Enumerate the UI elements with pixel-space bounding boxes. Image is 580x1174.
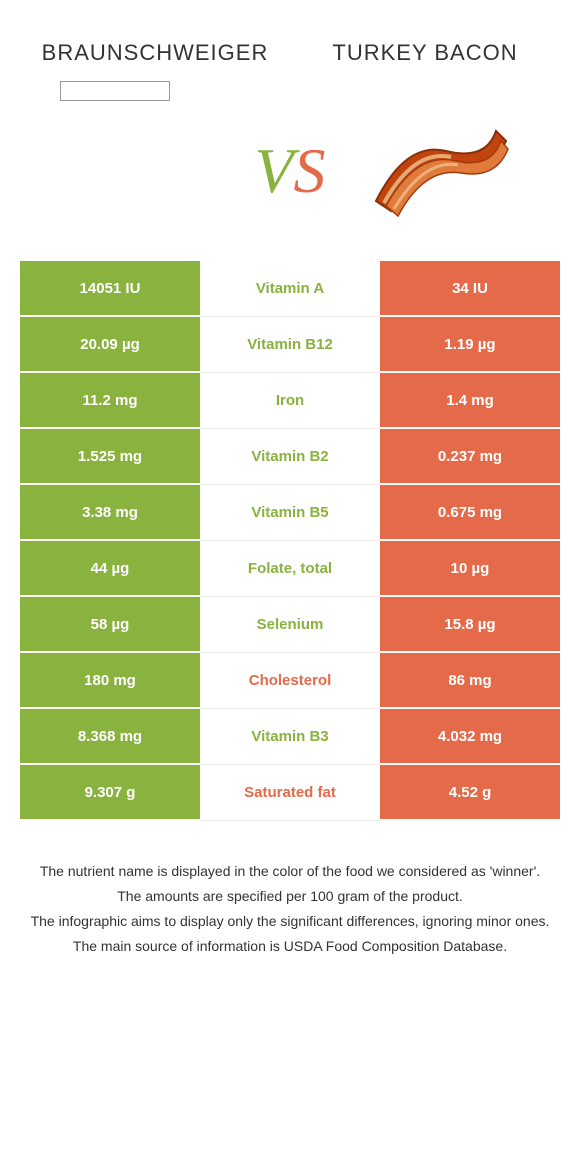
footnote-line: The main source of information is USDA F…	[30, 936, 550, 957]
cell-nutrient-name: Selenium	[200, 597, 380, 653]
table-row: 20.09 µgVitamin B121.19 µg	[20, 317, 560, 373]
cell-left-value: 11.2 mg	[20, 373, 200, 429]
food-title-left: BRAUNSCHWEIGER	[34, 40, 277, 66]
cell-right-value: 86 mg	[380, 653, 560, 709]
cell-nutrient-name: Vitamin A	[200, 261, 380, 317]
footnote-line: The infographic aims to display only the…	[30, 911, 550, 932]
food-image-left	[64, 111, 224, 231]
food-title-right: TURKEY BACON	[304, 40, 547, 66]
table-row: 14051 IUVitamin A34 IU	[20, 261, 560, 317]
cell-left-value: 58 µg	[20, 597, 200, 653]
cell-right-value: 0.675 mg	[380, 485, 560, 541]
footnote-line: The nutrient name is displayed in the co…	[30, 861, 550, 882]
bacon-icon	[356, 111, 516, 231]
cell-left-value: 8.368 mg	[20, 709, 200, 765]
cell-left-value: 9.307 g	[20, 765, 200, 821]
footnotes: The nutrient name is displayed in the co…	[0, 861, 580, 957]
cell-right-value: 1.19 µg	[380, 317, 560, 373]
cell-right-value: 1.4 mg	[380, 373, 560, 429]
cell-nutrient-name: Vitamin B2	[200, 429, 380, 485]
footnote-line: The amounts are specified per 100 gram o…	[30, 886, 550, 907]
table-row: 8.368 mgVitamin B34.032 mg	[20, 709, 560, 765]
cell-nutrient-name: Vitamin B12	[200, 317, 380, 373]
cell-nutrient-name: Iron	[200, 373, 380, 429]
image-placeholder-box	[60, 81, 170, 101]
nutrient-table: 14051 IUVitamin A34 IU20.09 µgVitamin B1…	[20, 261, 560, 821]
cell-nutrient-name: Folate, total	[200, 541, 380, 597]
vs-row: VS	[0, 101, 580, 261]
cell-right-value: 0.237 mg	[380, 429, 560, 485]
vs-s: S	[294, 135, 326, 206]
cell-right-value: 4.52 g	[380, 765, 560, 821]
food-image-right	[356, 111, 516, 231]
vs-label: VS	[254, 134, 325, 208]
table-row: 9.307 gSaturated fat4.52 g	[20, 765, 560, 821]
table-row: 58 µgSelenium15.8 µg	[20, 597, 560, 653]
cell-right-value: 34 IU	[380, 261, 560, 317]
cell-left-value: 1.525 mg	[20, 429, 200, 485]
cell-right-value: 10 µg	[380, 541, 560, 597]
cell-left-value: 14051 IU	[20, 261, 200, 317]
cell-nutrient-name: Cholesterol	[200, 653, 380, 709]
table-row: 180 mgCholesterol86 mg	[20, 653, 560, 709]
cell-right-value: 15.8 µg	[380, 597, 560, 653]
cell-right-value: 4.032 mg	[380, 709, 560, 765]
cell-left-value: 44 µg	[20, 541, 200, 597]
header: BRAUNSCHWEIGER TURKEY BACON	[0, 0, 580, 76]
cell-left-value: 3.38 mg	[20, 485, 200, 541]
table-row: 11.2 mgIron1.4 mg	[20, 373, 560, 429]
cell-left-value: 180 mg	[20, 653, 200, 709]
cell-nutrient-name: Vitamin B3	[200, 709, 380, 765]
table-row: 1.525 mgVitamin B20.237 mg	[20, 429, 560, 485]
cell-nutrient-name: Vitamin B5	[200, 485, 380, 541]
cell-left-value: 20.09 µg	[20, 317, 200, 373]
table-row: 3.38 mgVitamin B50.675 mg	[20, 485, 560, 541]
vs-v: V	[254, 135, 293, 206]
table-row: 44 µgFolate, total10 µg	[20, 541, 560, 597]
cell-nutrient-name: Saturated fat	[200, 765, 380, 821]
